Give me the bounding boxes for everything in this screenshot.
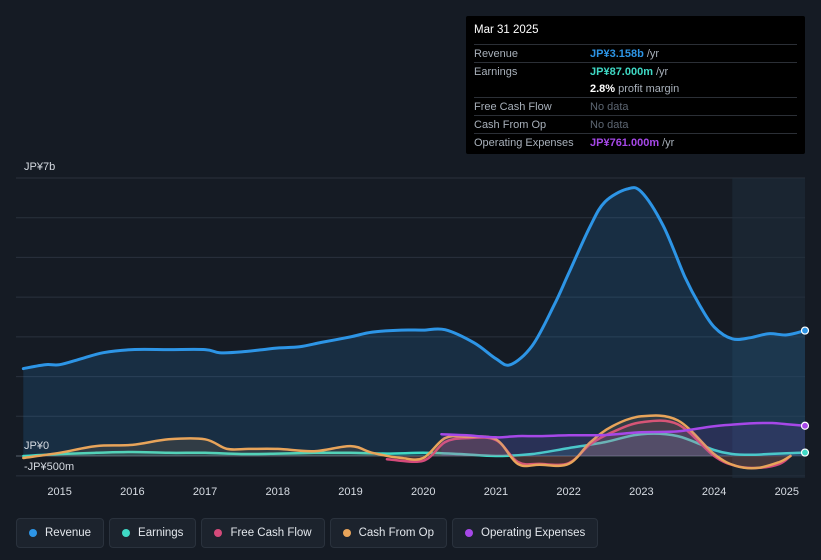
x-tick-label: 2020 (411, 486, 435, 498)
legend-label: Earnings (138, 527, 184, 539)
tooltip-panel: Mar 31 2025 Revenue JP¥3.158b /yr Earnin… (466, 16, 805, 154)
y-axis-labels: JP¥7b JP¥0 -JP¥500m (24, 161, 74, 473)
tooltip-label: Cash From Op (474, 118, 547, 131)
tooltip-row-opex: Operating Expenses JP¥761.000m /yr (474, 133, 797, 151)
x-tick-label: 2019 (338, 486, 362, 498)
series-area-fcf (386, 420, 791, 468)
legend-label: Cash From Op (358, 527, 435, 539)
legend-label: Revenue (45, 527, 92, 539)
legend-item-fcf[interactable]: Free Cash Flow (201, 518, 325, 548)
series-area-cfo (23, 415, 791, 469)
tooltip-row-revenue: Revenue JP¥3.158b /yr (474, 44, 797, 62)
latest-period-highlight (732, 178, 805, 478)
legend-item-opex[interactable]: Operating Expenses (452, 518, 599, 548)
legend-dot-icon (214, 529, 223, 537)
series-layer (21, 186, 810, 470)
end-point-earnings[interactable] (800, 448, 810, 457)
legend-dot-icon (29, 529, 37, 537)
tooltip-label: Operating Expenses (474, 136, 574, 149)
tooltip-unit: /yr (656, 65, 669, 78)
y-tick-label: JP¥0 (24, 440, 49, 452)
tooltip-label: Free Cash Flow (474, 100, 552, 113)
y-tick-label: -JP¥500m (24, 461, 74, 473)
tooltip-row-cfo: Cash From Op No data (474, 115, 797, 133)
x-tick-label: 2023 (629, 486, 653, 498)
end-point-opex[interactable] (800, 421, 810, 430)
x-tick-label: 2024 (702, 486, 726, 498)
x-axis-labels: 2015 2016 2017 2018 2019 2020 2021 2022 2023 2024… (47, 486, 799, 498)
legend-item-earnings[interactable]: Earnings (109, 518, 197, 548)
tooltip-date: Mar 31 2025 (474, 24, 539, 36)
x-tick-label: 2022 (556, 486, 580, 498)
x-tick-label: 2025 (775, 486, 799, 498)
grid (16, 177, 805, 477)
tooltip-value-revenue: JP¥3.158b (590, 47, 644, 60)
tooltip-row-margin: 2.8% profit margin (474, 80, 797, 97)
tooltip-unit: /yr (662, 136, 675, 149)
series-area-opex (441, 422, 805, 456)
series-line-earnings[interactable] (22, 432, 807, 458)
y-tick-label: JP¥7b (24, 161, 55, 173)
legend-item-cfo[interactable]: Cash From Op (329, 518, 448, 548)
tooltip-value-fcf: No data (590, 100, 629, 113)
series-area-revenue (23, 187, 806, 456)
x-tick-label: 2021 (484, 486, 508, 498)
tooltip-label: Earnings (474, 65, 518, 78)
legend-dot-icon (465, 529, 474, 537)
tooltip-row-fcf: Free Cash Flow No data (474, 97, 797, 115)
tooltip-value-opex: JP¥761.000m (590, 136, 660, 149)
tooltip-value-margin: 2.8% (590, 82, 616, 95)
x-tick-label: 2017 (193, 486, 217, 498)
series-line-cfo[interactable] (22, 414, 792, 470)
legend: Revenue Earnings Free Cash Flow Cash Fro… (16, 518, 599, 548)
legend-label: Free Cash Flow (230, 527, 312, 539)
x-tick-label: 2018 (266, 486, 290, 498)
legend-dot-icon (122, 529, 131, 537)
end-point-revenue[interactable] (800, 326, 810, 335)
x-tick-label: 2016 (120, 486, 144, 498)
tooltip-label: Revenue (474, 47, 519, 60)
tooltip-unit: /yr (646, 47, 660, 60)
x-tick-label: 2015 (47, 486, 71, 498)
tooltip-row-earnings: Earnings JP¥87.000m /yr (474, 62, 797, 80)
series-area-earnings (23, 433, 806, 456)
legend-label: Operating Expenses (481, 527, 586, 539)
tooltip-value-earnings: JP¥87.000m (590, 65, 653, 78)
series-line-opex[interactable] (440, 421, 807, 439)
tooltip-value-cfo: No data (590, 118, 629, 131)
legend-item-revenue[interactable]: Revenue (16, 518, 105, 548)
series-line-revenue[interactable] (21, 186, 807, 371)
tooltip-unit: profit margin (618, 82, 680, 95)
legend-dot-icon (342, 529, 351, 537)
